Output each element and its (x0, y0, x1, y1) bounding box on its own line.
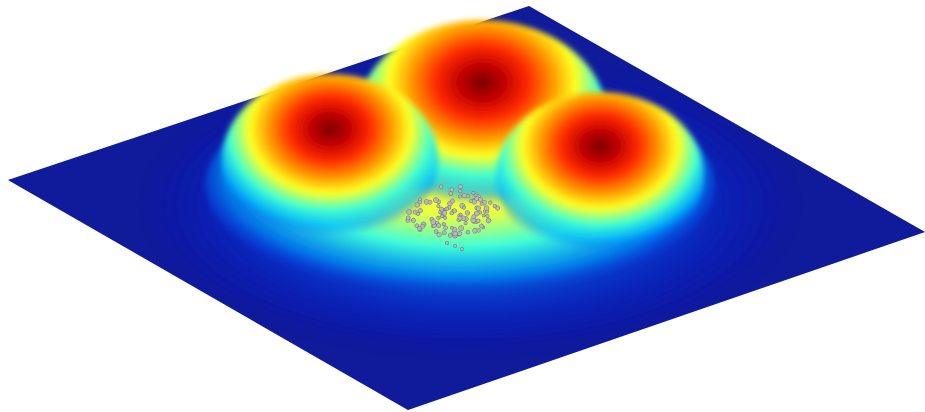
particle (436, 223, 442, 228)
particle (417, 200, 422, 205)
particle (458, 225, 465, 231)
particle (469, 199, 474, 204)
particle (459, 246, 465, 252)
particle (433, 229, 439, 234)
particle (465, 230, 470, 235)
particle (471, 191, 476, 195)
particle (410, 217, 416, 223)
particle (457, 215, 463, 221)
particle (443, 215, 448, 220)
particle (462, 205, 466, 210)
particle (427, 199, 433, 205)
particle (473, 193, 478, 198)
particle (475, 205, 481, 211)
particle (414, 223, 420, 229)
particle (436, 204, 441, 209)
particle (458, 189, 463, 194)
particle (479, 201, 484, 206)
particle (449, 187, 455, 193)
particle (477, 197, 483, 202)
particle (441, 210, 448, 216)
particle (449, 198, 455, 204)
particle (443, 225, 448, 231)
particle (476, 228, 481, 233)
particle (483, 205, 490, 211)
particle (479, 223, 484, 229)
particle (458, 194, 462, 199)
particle (417, 226, 423, 232)
particle (475, 218, 481, 224)
particle (458, 212, 463, 217)
particle (439, 206, 444, 212)
particle (461, 192, 467, 198)
particle (438, 184, 444, 189)
particle (436, 232, 442, 238)
particle (406, 209, 413, 215)
particle (436, 215, 441, 220)
particle (473, 210, 480, 217)
particle (458, 184, 463, 189)
particle (492, 203, 497, 209)
particle (452, 230, 458, 237)
particle (447, 233, 453, 238)
particle (405, 215, 411, 221)
particle (450, 225, 454, 230)
particle (464, 210, 471, 216)
particle (444, 240, 450, 246)
particle (463, 221, 468, 226)
particle (417, 208, 423, 214)
particle (433, 197, 439, 203)
particle (430, 219, 437, 225)
particle (481, 213, 486, 218)
particle (485, 213, 490, 218)
particle (452, 208, 458, 214)
particle (448, 191, 453, 196)
peak-right (496, 92, 704, 260)
particle (444, 206, 449, 211)
peak-left (222, 74, 438, 246)
particle-cluster (405, 184, 501, 252)
particle (420, 223, 426, 229)
particle (485, 217, 492, 224)
particle (441, 230, 447, 236)
particle (488, 200, 493, 205)
particle (416, 211, 420, 216)
particle (441, 222, 446, 227)
particle (452, 243, 458, 249)
particle (440, 214, 444, 219)
